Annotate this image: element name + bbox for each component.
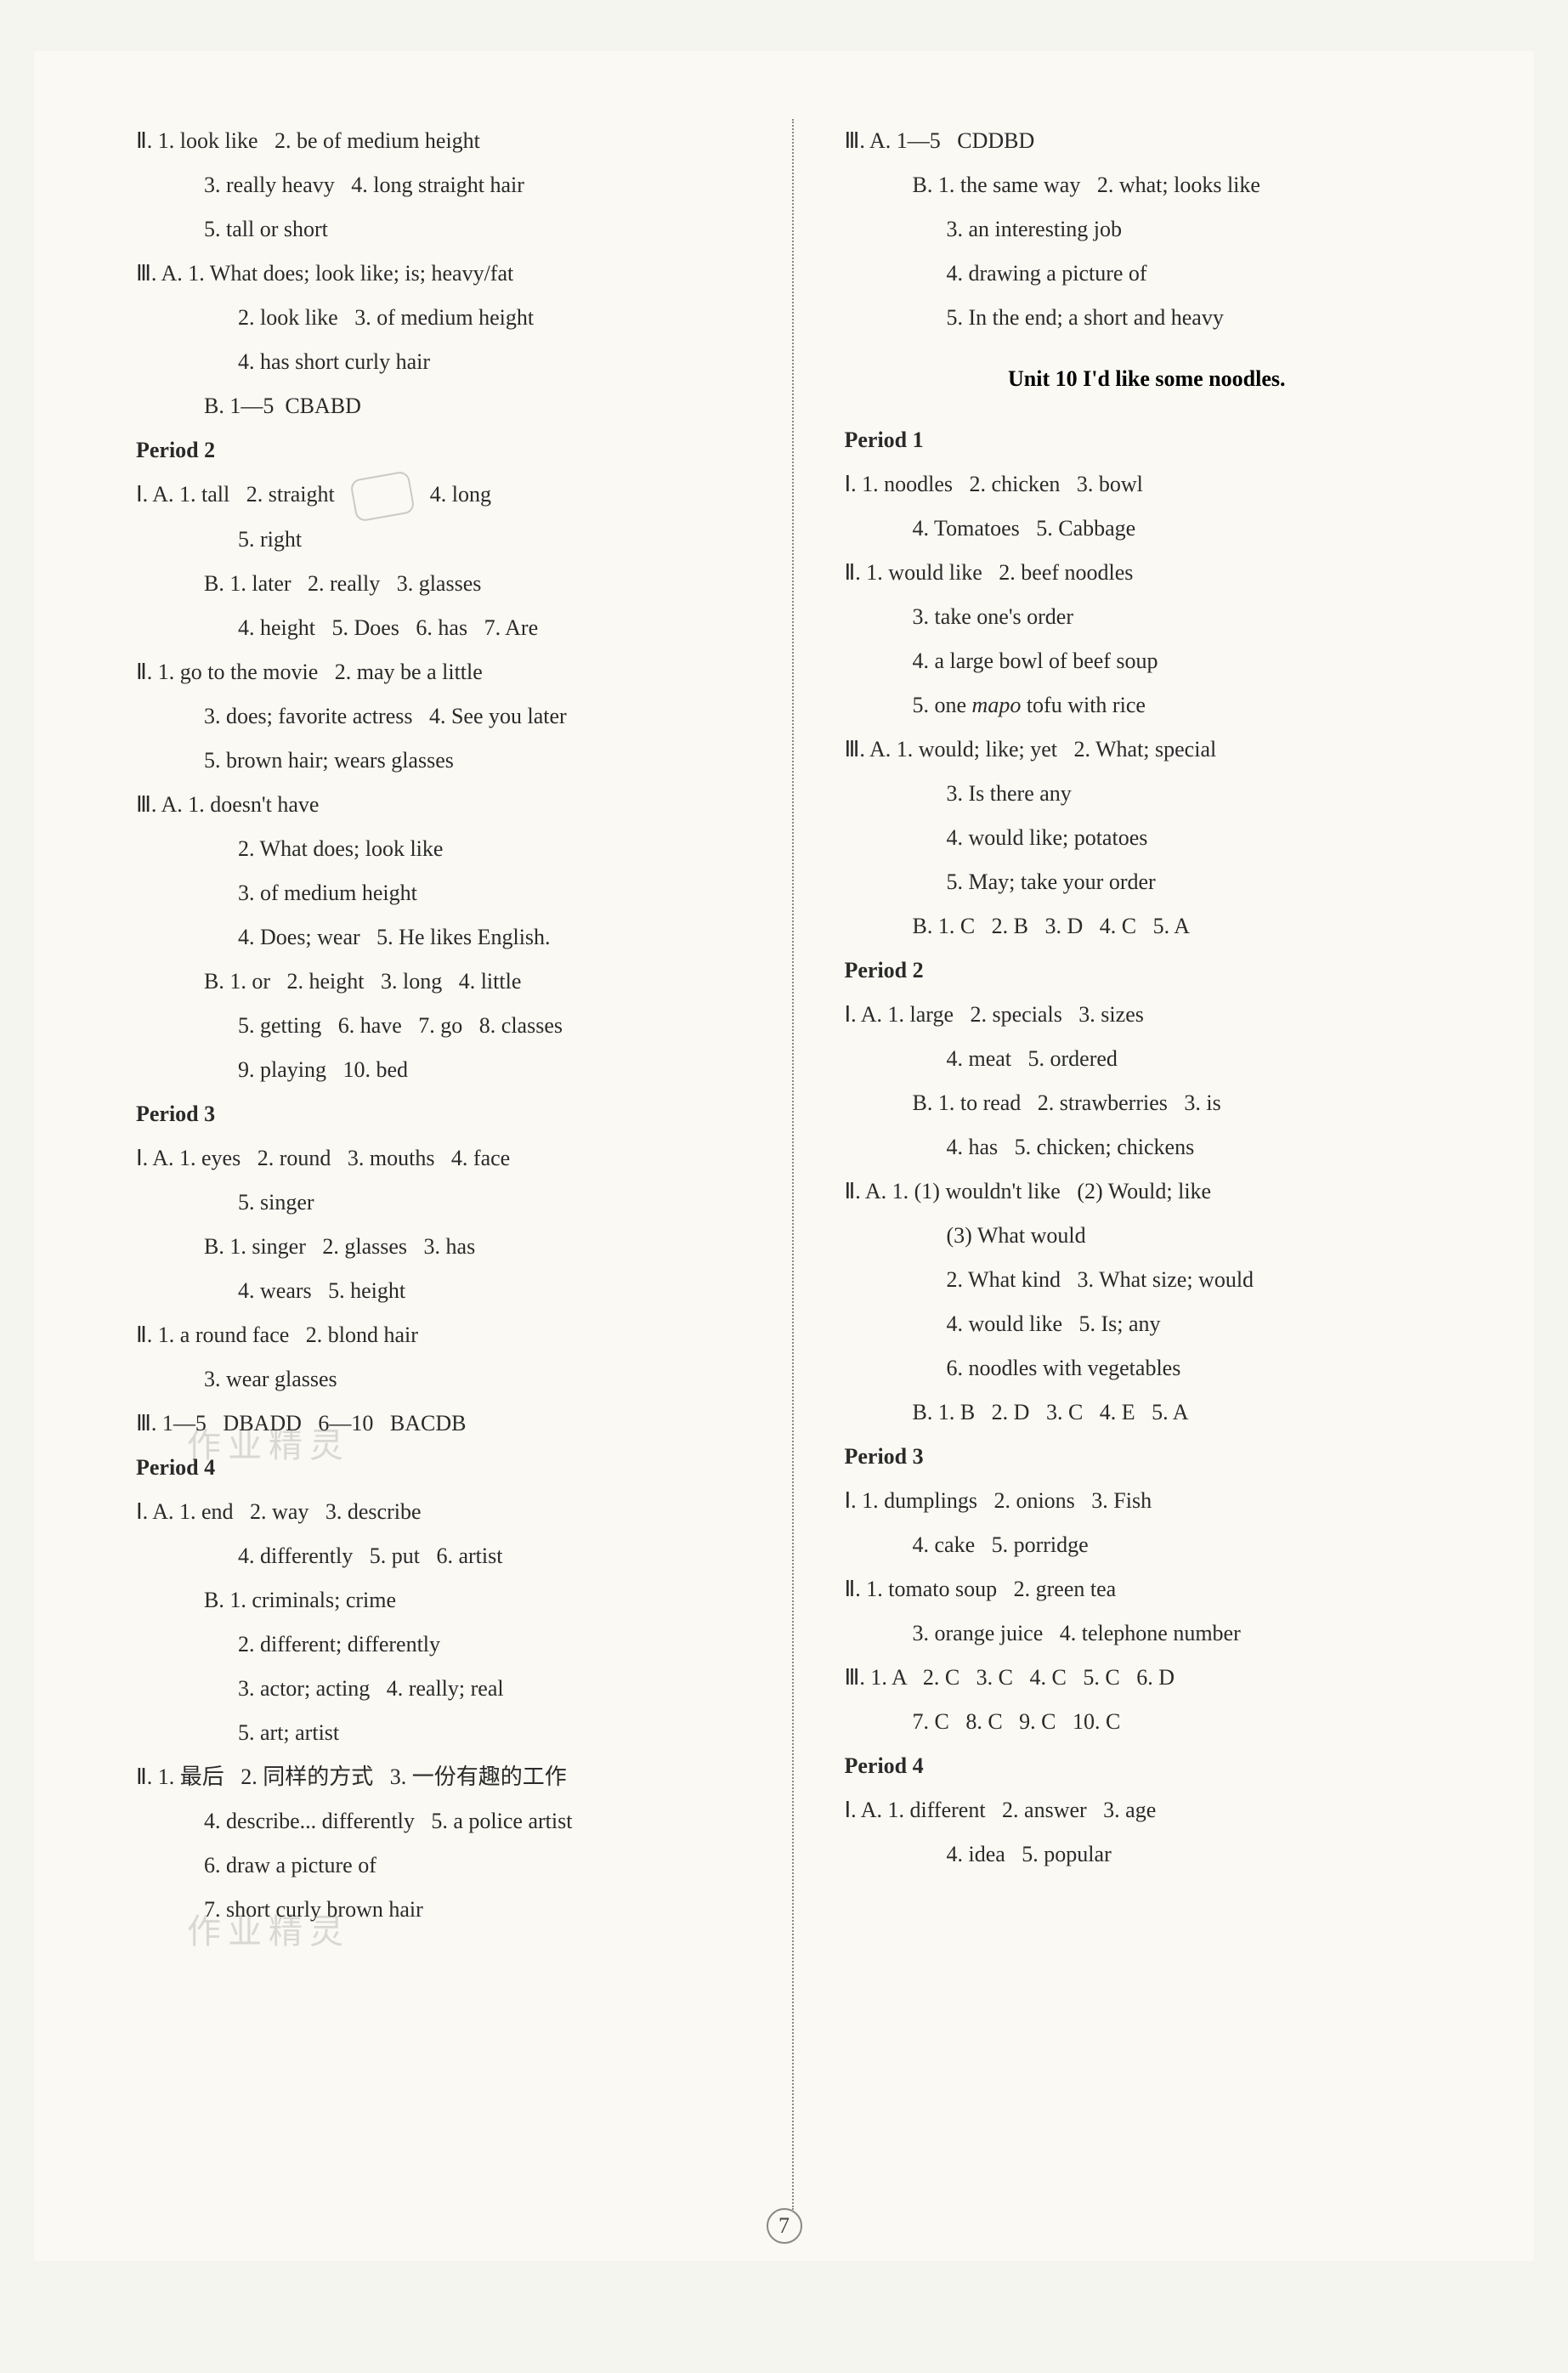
answer-line: Ⅰ. 1. dumplings 2. onions 3. Fish [845, 1479, 1450, 1523]
answer-line: Ⅱ. 1. tomato soup 2. green tea [845, 1567, 1450, 1611]
answer-line: Ⅰ. A. 1. eyes 2. round 3. mouths 4. face [136, 1136, 741, 1181]
answer-line: 3. wear glasses [136, 1357, 741, 1402]
answer-line: B. 1. to read 2. strawberries 3. is [845, 1081, 1450, 1125]
answer-line: 5. tall or short [136, 207, 741, 252]
stamp-icon [349, 470, 416, 522]
period-heading: Period 4 [845, 1744, 1450, 1788]
answer-line: 3. Is there any [845, 772, 1450, 816]
answer-line: 4. would like; potatoes [845, 816, 1450, 860]
answer-line: 5. brown hair; wears glasses [136, 739, 741, 783]
answer-line: Ⅰ. A. 1. tall 2. straight 4. long [136, 473, 741, 518]
answer-line: 5. one mapo tofu with rice [845, 683, 1450, 728]
answer-line: 5. getting 6. have 7. go 8. classes [136, 1004, 741, 1048]
column-divider [792, 119, 794, 2210]
period-heading: Period 3 [845, 1435, 1450, 1479]
answer-line: Ⅲ. 1. A 2. C 3. C 4. C 5. C 6. D [845, 1656, 1450, 1700]
answer-line: B. 1—5 CBABD [136, 384, 741, 428]
answer-line: 4. drawing a picture of [845, 252, 1450, 296]
answer-line: 4. Tomatoes 5. Cabbage [845, 507, 1450, 551]
answer-line: 5. art; artist [136, 1711, 741, 1755]
period-heading: Period 3 [136, 1092, 741, 1136]
answer-line: 6. draw a picture of [136, 1843, 741, 1888]
answer-line: 3. take one's order [845, 595, 1450, 639]
answer-line: Ⅲ. A. 1. would; like; yet 2. What; speci… [845, 728, 1450, 772]
answer-line: Ⅲ. 1—5 DBADD 6—10 BACDB [136, 1402, 741, 1446]
answer-line: 2. What kind 3. What size; would [845, 1258, 1450, 1302]
page-number: 7 [767, 2208, 802, 2244]
answer-line: 3. of medium height [136, 871, 741, 915]
answer-line: B. 1. B 2. D 3. C 4. E 5. A [845, 1390, 1450, 1435]
answer-line: Ⅰ. A. 1. different 2. answer 3. age [845, 1788, 1450, 1832]
answer-line: 7. C 8. C 9. C 10. C [845, 1700, 1450, 1744]
answer-line: B. 1. the same way 2. what; looks like [845, 163, 1450, 207]
answer-line: 3. does; favorite actress 4. See you lat… [136, 694, 741, 739]
right-column: Ⅲ. A. 1—5 CDDBDB. 1. the same way 2. wha… [845, 119, 1450, 2210]
answer-line: Ⅱ. 1. look like 2. be of medium height [136, 119, 741, 163]
answer-line: 2. look like 3. of medium height [136, 296, 741, 340]
answer-line: Ⅲ. A. 1. What does; look like; is; heavy… [136, 252, 741, 296]
left-column: Ⅱ. 1. look like 2. be of medium height3.… [136, 119, 741, 2210]
answer-line: 4. would like 5. Is; any [845, 1302, 1450, 1346]
answer-line: 3. actor; acting 4. really; real [136, 1667, 741, 1711]
answer-line: Ⅲ. A. 1—5 CDDBD [845, 119, 1450, 163]
answer-line: B. 1. later 2. really 3. glasses [136, 562, 741, 606]
answer-line: 2. What does; look like [136, 827, 741, 871]
answer-line: (3) What would [845, 1214, 1450, 1258]
answer-line: Ⅱ. 1. would like 2. beef noodles [845, 551, 1450, 595]
period-heading: Period 2 [845, 949, 1450, 993]
answer-line: 3. an interesting job [845, 207, 1450, 252]
answer-line: 4. meat 5. ordered [845, 1037, 1450, 1081]
page-number-circle: 7 [767, 2208, 802, 2244]
answer-line: 4. a large bowl of beef soup [845, 639, 1450, 683]
answer-line: 4. differently 5. put 6. artist [136, 1534, 741, 1578]
answer-line: Ⅰ. A. 1. large 2. specials 3. sizes [845, 993, 1450, 1037]
period-heading: Period 2 [136, 428, 741, 473]
unit-title: Unit 10 I'd like some noodles. [845, 357, 1450, 401]
answer-line: B. 1. singer 2. glasses 3. has [136, 1225, 741, 1269]
answer-line: 4. Does; wear 5. He likes English. [136, 915, 741, 960]
answer-line: 2. different; differently [136, 1623, 741, 1667]
answer-line: 5. singer [136, 1181, 741, 1225]
answer-line: B. 1. C 2. B 3. D 4. C 5. A [845, 904, 1450, 949]
answer-line: Ⅰ. A. 1. end 2. way 3. describe [136, 1490, 741, 1534]
answer-line: 4. cake 5. porridge [845, 1523, 1450, 1567]
answer-line: 9. playing 10. bed [136, 1048, 741, 1092]
answer-key-page: 作业精灵 作业精灵 Ⅱ. 1. look like 2. be of mediu… [34, 51, 1534, 2261]
answer-line: 4. idea 5. popular [845, 1832, 1450, 1877]
answer-line: 4. wears 5. height [136, 1269, 741, 1313]
answer-line: Ⅱ. 1. go to the movie 2. may be a little [136, 650, 741, 694]
answer-line: Ⅰ. 1. noodles 2. chicken 3. bowl [845, 462, 1450, 507]
period-heading: Period 1 [845, 418, 1450, 462]
answer-line: 4. height 5. Does 6. has 7. Are [136, 606, 741, 650]
answer-line: 7. short curly brown hair [136, 1888, 741, 1932]
answer-line: 5. May; take your order [845, 860, 1450, 904]
answer-line: Ⅲ. A. 1. doesn't have [136, 783, 741, 827]
answer-line: Ⅱ. 1. a round face 2. blond hair [136, 1313, 741, 1357]
answer-line: 3. really heavy 4. long straight hair [136, 163, 741, 207]
answer-line: B. 1. or 2. height 3. long 4. little [136, 960, 741, 1004]
answer-line: 5. In the end; a short and heavy [845, 296, 1450, 340]
answer-line: 4. has short curly hair [136, 340, 741, 384]
answer-line: 4. has 5. chicken; chickens [845, 1125, 1450, 1170]
answer-line: Ⅱ. 1. 最后 2. 同样的方式 3. 一份有趣的工作 [136, 1755, 741, 1799]
answer-line: 3. orange juice 4. telephone number [845, 1611, 1450, 1656]
answer-line: 6. noodles with vegetables [845, 1346, 1450, 1390]
period-heading: Period 4 [136, 1446, 741, 1490]
answer-line: 4. describe... differently 5. a police a… [136, 1799, 741, 1843]
answer-line: Ⅱ. A. 1. (1) wouldn't like (2) Would; li… [845, 1170, 1450, 1214]
answer-line: 5. right [136, 518, 741, 562]
answer-line: B. 1. criminals; crime [136, 1578, 741, 1623]
